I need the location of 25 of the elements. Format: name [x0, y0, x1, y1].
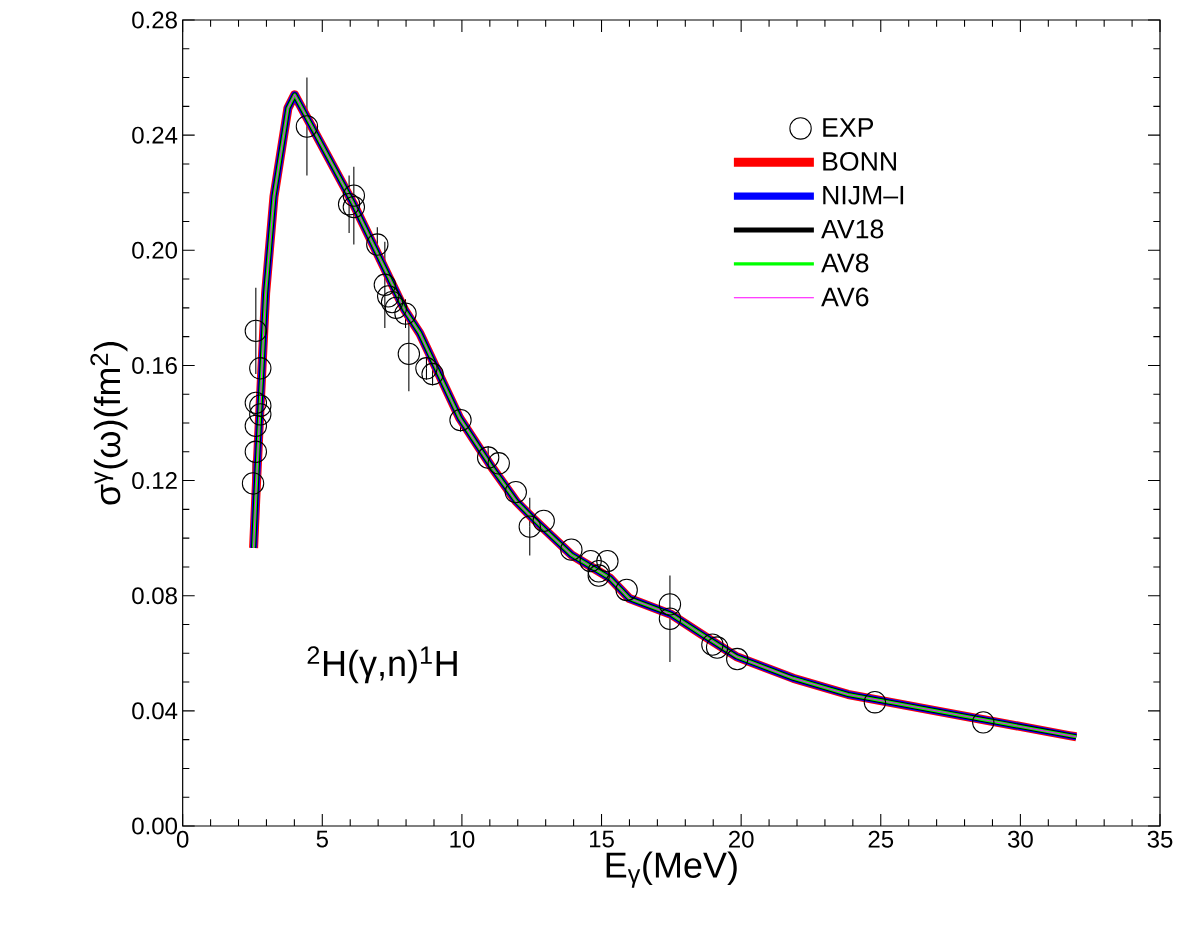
annotation: $^{2}$H(γ,n)$^{1}$H	[307, 646, 457, 684]
x-tick-label: 0	[176, 830, 189, 848]
legend-label: AV6	[821, 287, 869, 307]
x-tick-label: 30	[1007, 830, 1033, 848]
y-tick-label: 0.12	[132, 472, 177, 490]
y-axis-title: σ$^{γ}$(ω)(fm$^{2}$)	[90, 342, 128, 505]
legend-label: AV8	[821, 253, 869, 273]
x-tick-label: 15	[590, 830, 614, 848]
legend-label: BONN	[823, 151, 896, 171]
y-tick-label: 0.00	[132, 817, 178, 835]
x-tick-label: 35	[1147, 830, 1173, 848]
x-tick-label: 10	[450, 830, 475, 848]
x-tick-label: 25	[868, 830, 894, 848]
x-axis-title: E$_{γ}$(MeV)	[606, 851, 737, 888]
legend-label: AV18	[821, 219, 884, 239]
y-tick-label: 0.16	[132, 356, 177, 374]
x-tick-label: 20	[729, 830, 754, 848]
legend-label: EXP	[823, 118, 874, 137]
y-tick-label: 0.20	[132, 241, 178, 259]
y-tick-label: 0.24	[132, 126, 178, 144]
y-tick-label: 0.04	[132, 702, 178, 720]
y-tick-label: 0.28	[132, 11, 177, 29]
legend-label: NIJM–I	[823, 185, 904, 205]
x-tick-label: 5	[316, 830, 328, 848]
y-tick-label: 0.08	[132, 587, 177, 605]
